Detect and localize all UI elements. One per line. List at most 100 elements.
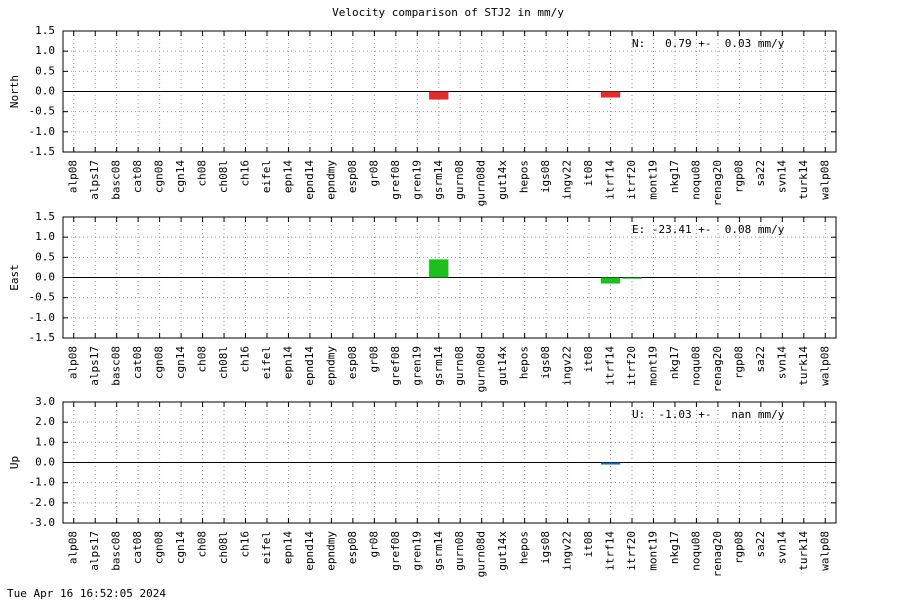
- x-tick-label: alp08: [67, 346, 80, 379]
- x-tick-label: turk14: [797, 531, 810, 571]
- x-tick-label: esp08: [346, 531, 359, 564]
- x-tick-label: epndmy: [324, 346, 337, 386]
- x-tick-label: itrf14: [604, 531, 617, 571]
- x-tick-label: basc08: [110, 346, 123, 386]
- y-tick-label: 2.0: [35, 415, 55, 428]
- x-tick-label: cgn14: [174, 346, 187, 379]
- x-tick-label: gr08: [367, 346, 380, 373]
- y-tick-label: 0.5: [35, 64, 55, 77]
- bar: [600, 277, 621, 284]
- y-tick-label: 1.5: [35, 24, 55, 37]
- x-tick-label: epndmy: [324, 531, 337, 571]
- x-tick-label: nkg17: [668, 160, 681, 193]
- x-tick-label: noqu08: [689, 160, 702, 200]
- x-tick-label: cgn08: [153, 160, 166, 193]
- y-tick-label: -2.0: [29, 496, 56, 509]
- x-tick-label: sa22: [754, 160, 767, 187]
- x-tick-label: noqu08: [689, 346, 702, 386]
- x-tick-label: nkg17: [668, 531, 681, 564]
- x-tick-label: basc08: [110, 531, 123, 571]
- annotation: U: -1.03 +- nan mm/y: [632, 408, 785, 421]
- x-tick-label: gsrm14: [432, 160, 445, 200]
- x-tick-label: alp08: [67, 531, 80, 564]
- y-tick-label: 0.0: [35, 85, 55, 98]
- x-tick-label: epnd14: [303, 346, 316, 386]
- x-tick-label: walp08: [818, 160, 831, 200]
- x-tick-label: itrf14: [604, 346, 617, 386]
- x-tick-label: gurn08d: [475, 346, 488, 392]
- x-tick-label: ch16: [239, 160, 252, 187]
- x-tick-label: basc08: [110, 160, 123, 200]
- y-tick-label: 1.0: [35, 44, 55, 57]
- chart-title: Velocity comparison of STJ2 in mm/y: [332, 6, 564, 19]
- x-tick-label: nkg17: [668, 346, 681, 379]
- x-tick-label: ch08: [196, 346, 209, 373]
- x-tick-label: eifel: [260, 346, 273, 379]
- x-tick-label: ch16: [239, 346, 252, 373]
- annotation: E: -23.41 +- 0.08 mm/y: [632, 223, 785, 236]
- x-tick-label: hepos: [518, 531, 531, 564]
- bar: [600, 462, 621, 465]
- x-tick-label: itrf14: [604, 160, 617, 200]
- x-tick-label: gr08: [367, 531, 380, 558]
- x-tick-label: renag20: [711, 531, 724, 577]
- x-tick-label: gref08: [389, 531, 402, 571]
- y-tick-label: 3.0: [35, 395, 55, 408]
- x-tick-label: gut14x: [496, 160, 509, 200]
- x-tick-label: itrf20: [625, 346, 638, 386]
- x-tick-label: ch08l: [217, 346, 230, 379]
- x-tick-label: gsrm14: [432, 346, 445, 386]
- y-tick-label: -0.5: [29, 105, 56, 118]
- x-tick-label: epnd14: [303, 160, 316, 200]
- y-tick-label: -1.5: [29, 331, 56, 344]
- x-tick-label: it08: [582, 160, 595, 187]
- plot-frame: [62, 216, 837, 339]
- bar: [600, 91, 621, 98]
- x-tick-label: epn14: [281, 160, 294, 193]
- x-tick-label: gut14x: [496, 531, 509, 571]
- x-tick-label: cgn08: [153, 346, 166, 379]
- y-tick-label: -1.0: [29, 476, 56, 489]
- y-tick-label: 1.5: [35, 210, 55, 223]
- x-tick-label: gurn08: [453, 346, 466, 386]
- bar: [622, 277, 642, 279]
- x-tick-label: gren19: [410, 531, 423, 571]
- x-tick-label: gut14x: [496, 346, 509, 386]
- x-tick-label: cgn08: [153, 531, 166, 564]
- x-tick-label: igs08: [539, 346, 552, 379]
- x-tick-label: rgp08: [732, 531, 745, 564]
- x-tick-label: it08: [582, 346, 595, 373]
- x-tick-label: svn14: [775, 346, 788, 379]
- x-tick-label: itrf20: [625, 531, 638, 571]
- x-tick-label: sa22: [754, 346, 767, 373]
- y-tick-label: 1.0: [35, 230, 55, 243]
- x-tick-label: walp08: [818, 346, 831, 386]
- x-tick-label: it08: [582, 531, 595, 558]
- x-tick-label: ch08l: [217, 531, 230, 564]
- x-tick-label: cgn14: [174, 160, 187, 193]
- x-tick-label: svn14: [775, 531, 788, 564]
- x-tick-label: epndmy: [324, 160, 337, 200]
- x-tick-label: svn14: [775, 160, 788, 193]
- x-tick-label: cat08: [131, 346, 144, 379]
- x-tick-label: cat08: [131, 160, 144, 193]
- x-tick-label: gren19: [410, 160, 423, 200]
- bar: [429, 259, 449, 278]
- x-tick-label: eifel: [260, 531, 273, 564]
- y-axis-label: Up: [8, 456, 21, 469]
- x-tick-label: epnd14: [303, 531, 316, 571]
- x-tick-label: gref08: [389, 160, 402, 200]
- x-tick-label: hepos: [518, 160, 531, 193]
- x-tick-label: turk14: [797, 160, 810, 200]
- x-tick-label: esp08: [346, 346, 359, 379]
- x-tick-label: rgp08: [732, 160, 745, 193]
- x-tick-label: noqu08: [689, 531, 702, 571]
- x-tick-label: rgp08: [732, 346, 745, 379]
- plot-frame: [62, 30, 837, 153]
- x-tick-label: sa22: [754, 531, 767, 558]
- plot-frame: [62, 401, 837, 524]
- y-tick-label: 0.0: [35, 456, 55, 469]
- x-tick-label: renag20: [711, 160, 724, 206]
- x-tick-label: mont19: [646, 160, 659, 200]
